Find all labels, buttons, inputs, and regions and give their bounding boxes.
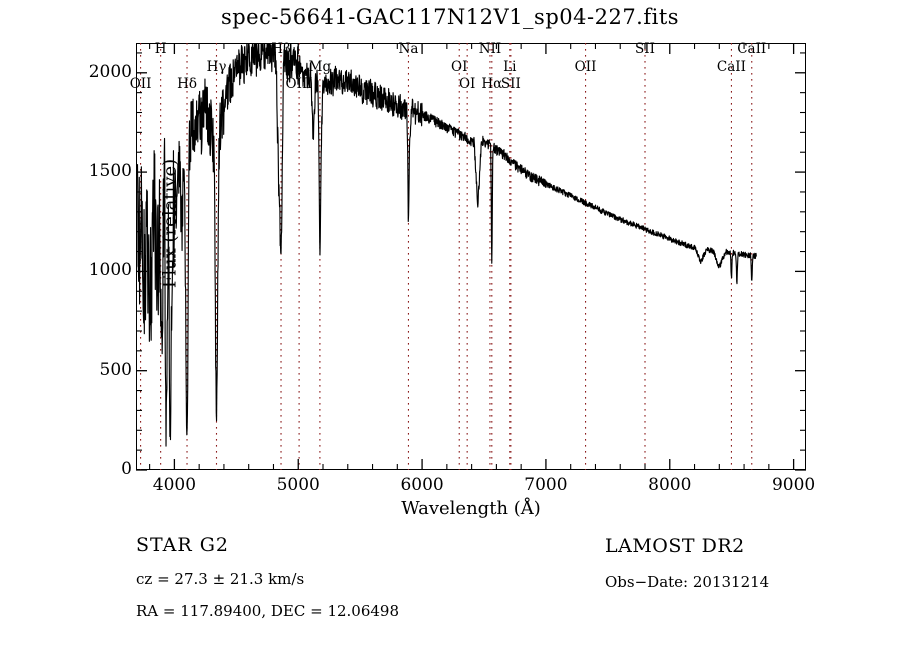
- survey-label: LAMOST DR2: [605, 535, 745, 557]
- x-tick-label: 6000: [400, 475, 444, 495]
- redshift-velocity-label: cz = 27.3 ± 21.3 km/s: [136, 570, 305, 588]
- spectral-line-label: H: [154, 41, 167, 57]
- spectral-line-label: OII: [129, 76, 152, 92]
- spectral-line-label: CaII: [737, 41, 767, 57]
- spectral-line-label: Li: [503, 59, 517, 75]
- x-tick-label: 8000: [648, 475, 692, 495]
- coordinates-label: RA = 117.89400, DEC = 12.06498: [136, 602, 400, 620]
- spectral-line-label: OI: [458, 76, 476, 92]
- spectral-line-label: Na: [398, 41, 419, 57]
- x-axis-label: Wavelength (Å): [401, 498, 541, 519]
- spectral-line-label: SII: [500, 76, 521, 92]
- y-tick-label: 500: [99, 359, 132, 380]
- plot-frame: [136, 43, 806, 470]
- spectrum-trace: [136, 43, 757, 447]
- spectral-line-label: NII: [478, 41, 502, 57]
- y-tick-label: 1500: [88, 161, 132, 182]
- page-title: spec-56641-GAC117N12V1_sp04-227.fits: [220, 5, 680, 29]
- y-tick-label: 0: [121, 459, 132, 479]
- object-type-label: STAR G2: [136, 534, 229, 556]
- x-tick-label: 5000: [276, 475, 320, 495]
- spectral-line-label: Hβ: [271, 41, 291, 57]
- y-axis-label: Flux (relative): [159, 158, 181, 289]
- spectral-line-label: OII: [574, 59, 597, 75]
- x-tick-label: 9000: [771, 475, 816, 495]
- y-tick-label: 2000: [88, 61, 132, 82]
- spectral-line-label: OI: [451, 59, 468, 75]
- obs-date-label: Obs−Date: 20131214: [605, 573, 770, 591]
- spectral-line-label: Hδ: [177, 76, 197, 92]
- x-tick-label: 4000: [152, 475, 197, 495]
- spectral-line-label: Hγ: [206, 59, 227, 75]
- spectral-line-label: Mg: [308, 59, 332, 75]
- plot-area: 4000 5000 6000 7000 8000 9000 0 500 1000 1500 200…: [89, 41, 816, 519]
- y-tick-label: 1000: [88, 260, 132, 281]
- x-tick-label: 7000: [524, 475, 568, 495]
- spectral-line-label: CaII: [716, 59, 746, 75]
- spectral-line-label: Hα: [481, 76, 503, 92]
- spectral-line-label: SII: [635, 41, 655, 57]
- spectral-line-label: OIII: [285, 76, 313, 92]
